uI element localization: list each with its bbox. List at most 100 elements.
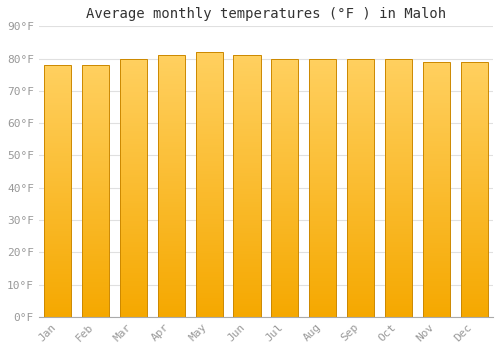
Bar (158, 314, 185, 317)
Bar (347, 198, 374, 201)
Bar (309, 139, 336, 141)
Bar (158, 113, 185, 116)
Bar (271, 74, 298, 77)
Bar (422, 131, 450, 133)
Bar (234, 290, 260, 293)
Bar (422, 105, 450, 108)
Bar (347, 69, 374, 71)
Bar (385, 58, 412, 317)
Bar (271, 82, 298, 84)
Bar (44, 229, 72, 231)
Bar (158, 312, 185, 314)
Bar (120, 172, 147, 175)
Bar (120, 82, 147, 84)
Bar (460, 82, 488, 85)
Bar (309, 296, 336, 299)
Bar (82, 269, 109, 272)
Bar (422, 309, 450, 312)
Bar (385, 108, 412, 110)
Bar (82, 292, 109, 294)
Bar (347, 206, 374, 208)
Bar (309, 110, 336, 113)
Bar (385, 304, 412, 307)
Bar (385, 239, 412, 242)
Bar (309, 278, 336, 281)
Bar (309, 265, 336, 268)
Bar (460, 192, 488, 194)
Bar (309, 77, 336, 79)
Bar (460, 215, 488, 217)
Bar (422, 251, 450, 253)
Bar (234, 126, 260, 128)
Bar (347, 221, 374, 224)
Bar (385, 206, 412, 208)
Bar (44, 156, 72, 158)
Bar (44, 244, 72, 246)
Bar (422, 296, 450, 299)
Bar (422, 245, 450, 248)
Bar (196, 57, 223, 60)
Bar (460, 62, 488, 317)
Bar (271, 216, 298, 219)
Bar (347, 307, 374, 309)
Bar (234, 257, 260, 259)
Bar (44, 118, 72, 120)
Bar (234, 139, 260, 142)
Bar (347, 237, 374, 239)
Bar (271, 84, 298, 87)
Bar (347, 304, 374, 307)
Bar (460, 159, 488, 161)
Bar (120, 87, 147, 90)
Bar (385, 273, 412, 275)
Bar (196, 129, 223, 132)
Bar (271, 113, 298, 116)
Bar (422, 223, 450, 225)
Bar (385, 294, 412, 296)
Bar (347, 105, 374, 108)
Bar (309, 255, 336, 257)
Bar (120, 79, 147, 82)
Bar (460, 279, 488, 281)
Bar (234, 149, 260, 152)
Bar (309, 208, 336, 211)
Bar (120, 116, 147, 118)
Bar (385, 190, 412, 193)
Bar (460, 67, 488, 69)
Bar (120, 288, 147, 291)
Bar (309, 214, 336, 216)
Bar (196, 103, 223, 105)
Bar (422, 64, 450, 67)
Bar (422, 256, 450, 258)
Bar (422, 110, 450, 113)
Bar (196, 182, 223, 184)
Bar (385, 128, 412, 131)
Bar (44, 150, 72, 153)
Bar (82, 146, 109, 148)
Bar (120, 105, 147, 108)
Bar (158, 272, 185, 275)
Bar (309, 175, 336, 177)
Bar (158, 257, 185, 259)
Bar (196, 108, 223, 110)
Bar (196, 282, 223, 285)
Bar (234, 55, 260, 58)
Bar (44, 304, 72, 307)
Bar (460, 296, 488, 299)
Bar (422, 172, 450, 174)
Bar (422, 169, 450, 171)
Bar (385, 237, 412, 239)
Bar (422, 148, 450, 151)
Bar (422, 197, 450, 199)
Bar (309, 198, 336, 201)
Bar (234, 262, 260, 265)
Bar (196, 134, 223, 137)
Bar (271, 226, 298, 229)
Bar (271, 242, 298, 245)
Bar (120, 239, 147, 242)
Bar (82, 133, 109, 135)
Bar (82, 150, 109, 153)
Bar (309, 152, 336, 154)
Bar (347, 260, 374, 262)
Bar (82, 181, 109, 183)
Bar (234, 312, 260, 314)
